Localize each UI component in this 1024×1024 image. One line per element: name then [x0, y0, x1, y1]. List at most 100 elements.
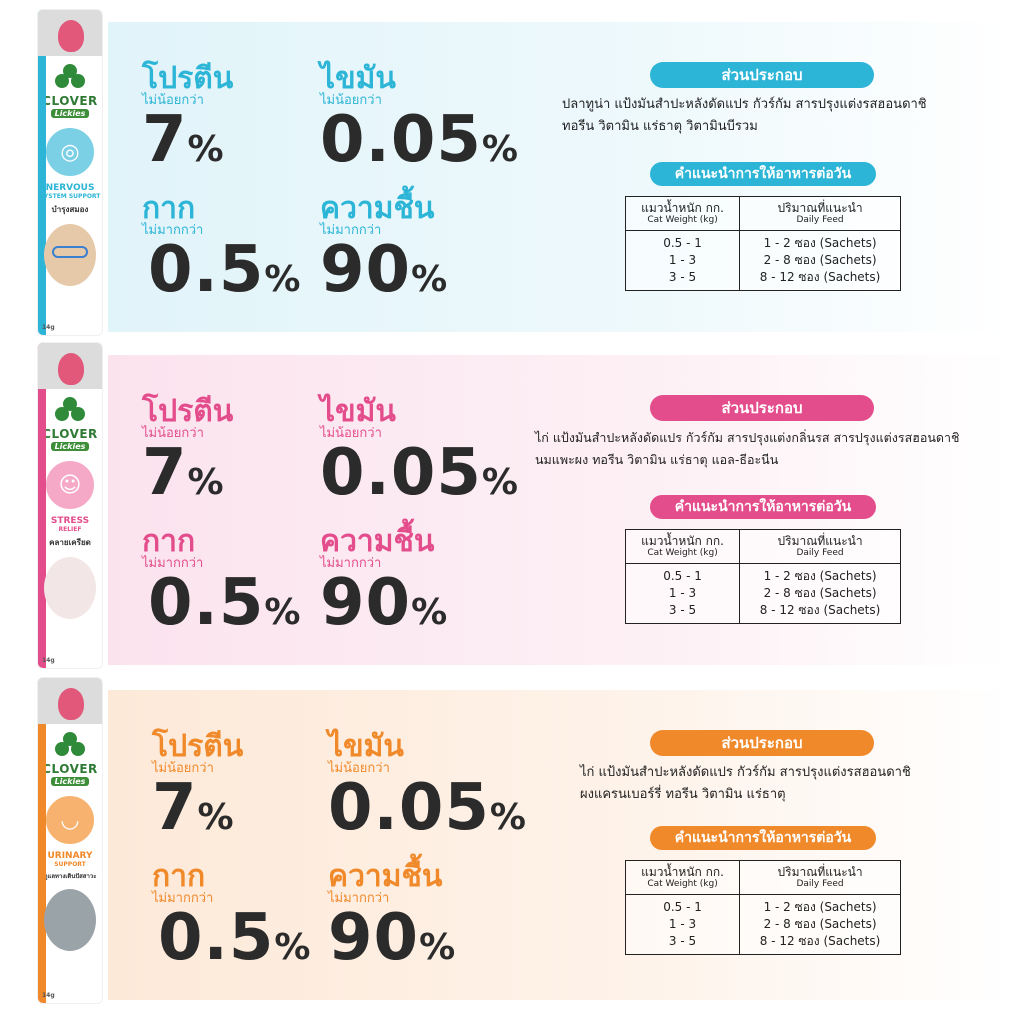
weight-header: แมวน้ำหนัก กก. Cat Weight (kg): [624, 860, 741, 895]
fiber-block: กาก ไม่มากกว่า 0.5%: [142, 527, 301, 645]
brain-icon: ◎: [44, 126, 96, 178]
protein-label: โปรตีน: [142, 61, 234, 96]
protein-min-label: ไม่น้อยกว่า: [142, 426, 204, 441]
fiber-label: กาก: [142, 191, 196, 226]
product-panel-nervous: CLOVER Lickies ◎ NERVOUS SYSTEM SUPPORT …: [30, 10, 1010, 335]
cat-photo: [44, 888, 96, 951]
protein-value: 7%: [152, 776, 243, 850]
fat-number: 0.05: [328, 771, 490, 845]
glasses-icon: [52, 245, 88, 258]
feeding-title: คำแนะนำการให้อาหารต่อวัน: [650, 162, 876, 186]
sub-brand: Lickies: [51, 442, 89, 451]
percent-sign: %: [264, 592, 302, 633]
brand-name: CLOVER: [42, 94, 98, 108]
table-header-row: แมวน้ำหนัก กก. Cat Weight (kg) ปริมาณที่แ…: [624, 529, 901, 564]
moisture-block: ความชื้น ไม่มากกว่า 90%: [320, 527, 448, 645]
moisture-label: ความชื้น: [320, 524, 435, 559]
cat-tongue-icon: [58, 688, 84, 720]
cat-photo: [44, 223, 96, 286]
protein-label: โปรตีน: [152, 729, 244, 764]
ingredients-text: ไก่ แป้งมันสำปะหลังดัดแปร กัวร์กัม สารปร…: [535, 427, 1015, 471]
feeding-title: คำแนะนำการให้อาหารต่อวัน: [650, 826, 876, 850]
ingredients-text: ปลาทูน่า แป้งมันสำปะหลังดัดแปร กัวร์กัม …: [562, 94, 982, 138]
amount-header: ปริมาณที่แนะนำ Daily Feed: [739, 196, 901, 231]
amount-cell: 1 - 2 ซอง (Sachets) 2 - 8 ซอง (Sachets) 8 …: [739, 894, 901, 955]
protein-block: โปรตีน ไม่น้อยกว่า 7%: [142, 64, 233, 182]
amount-cell: 1 - 2 ซอง (Sachets) 2 - 8 ซอง (Sachets) 8 …: [739, 563, 901, 624]
percent-sign: %: [411, 592, 449, 633]
fiber-label: กาก: [142, 524, 196, 559]
fat-min-label: ไม่น้อยกว่า: [328, 761, 390, 776]
clover-logo-icon: [55, 64, 85, 94]
ingredients-title: ส่วนประกอบ: [650, 62, 874, 88]
fat-block: ไขมัน ไม่น้อยกว่า 0.05%: [320, 64, 519, 182]
weight-header: แมวน้ำหนัก กก. Cat Weight (kg): [624, 196, 741, 231]
product-thai-name: บำรุงสมอง: [51, 204, 89, 214]
protein-label: โปรตีน: [142, 394, 234, 429]
percent-sign: %: [187, 129, 225, 170]
fat-block: ไขมัน ไม่น้อยกว่า 0.05%: [320, 397, 519, 515]
moisture-max-label: ไม่มากกว่า: [328, 891, 390, 906]
fiber-number: 0.5: [158, 901, 275, 975]
feeding-table: แมวน้ำหนัก กก. Cat Weight (kg) ปริมาณที่แ…: [624, 529, 901, 624]
moisture-number: 90: [320, 566, 412, 640]
percent-sign: %: [481, 462, 519, 503]
amount-cell: 1 - 2 ซอง (Sachets) 2 - 8 ซอง (Sachets) 8 …: [739, 230, 901, 291]
moisture-value: 90%: [328, 906, 456, 980]
feeding-table: แมวน้ำหนัก กก. Cat Weight (kg) ปริมาณที่แ…: [624, 196, 901, 291]
amount-header: ปริมาณที่แนะนำ Daily Feed: [739, 860, 901, 895]
percent-sign: %: [274, 927, 312, 968]
sub-brand: Lickies: [51, 109, 89, 118]
percent-sign: %: [419, 927, 457, 968]
fiber-label: กาก: [152, 859, 206, 894]
ingredients-line-2: ทอรีน วิตามิน แร่ธาตุ วิตามินบีรวม: [562, 119, 758, 134]
smile-icon: ☺: [44, 459, 96, 511]
product-image-nervous: CLOVER Lickies ◎ NERVOUS SYSTEM SUPPORT …: [38, 10, 102, 335]
moisture-number: 90: [320, 233, 412, 307]
protein-min-label: ไม่น้อยกว่า: [152, 761, 214, 776]
moisture-number: 90: [328, 901, 420, 975]
fat-value: 0.05%: [320, 108, 519, 182]
amount-header: ปริมาณที่แนะนำ Daily Feed: [739, 529, 901, 564]
moisture-max-label: ไม่มากกว่า: [320, 223, 382, 238]
percent-sign: %: [481, 129, 519, 170]
fiber-number: 0.5: [148, 233, 265, 307]
fiber-number: 0.5: [148, 566, 265, 640]
fiber-max-label: ไม่มากกว่า: [152, 891, 214, 906]
percent-sign: %: [264, 259, 302, 300]
table-header-row: แมวน้ำหนัก กก. Cat Weight (kg) ปริมาณที่แ…: [624, 860, 901, 895]
fat-min-label: ไม่น้อยกว่า: [320, 426, 382, 441]
moisture-label: ความชื้น: [320, 191, 435, 226]
fat-value: 0.05%: [320, 441, 519, 515]
moisture-value: 90%: [320, 571, 448, 645]
product-thai-name: ดูแลทางเดินปัสสาวะ: [43, 872, 97, 880]
ingredients-text: ไก่ แป้งมันสำปะหลังดัดแปร กัวร์กัม สารปร…: [580, 762, 1000, 806]
product-weight: 14g: [42, 992, 55, 999]
weight-header: แมวน้ำหนัก กก. Cat Weight (kg): [624, 529, 741, 564]
protein-block: โปรตีน ไม่น้อยกว่า 7%: [142, 397, 233, 515]
table-header-row: แมวน้ำหนัก กก. Cat Weight (kg) ปริมาณที่แ…: [624, 196, 901, 231]
fat-label: ไขมัน: [320, 61, 396, 96]
ingredients-title: ส่วนประกอบ: [650, 395, 874, 421]
clover-logo-icon: [55, 397, 85, 427]
protein-number: 7: [142, 103, 188, 177]
percent-sign: %: [187, 462, 225, 503]
protein-value: 7%: [142, 108, 233, 182]
ingredients-line-1: ไก่ แป้งมันสำปะหลังดัดแปร กัวร์กัม สารปร…: [535, 430, 960, 445]
fat-number: 0.05: [320, 103, 482, 177]
percent-sign: %: [197, 797, 235, 838]
moisture-value: 90%: [320, 238, 448, 312]
fiber-max-label: ไม่มากกว่า: [142, 556, 204, 571]
percent-sign: %: [411, 259, 449, 300]
product-thai-name: คลายเครียด: [49, 537, 91, 547]
product-name-sub: SYSTEM SUPPORT: [39, 193, 101, 201]
fiber-block: กาก ไม่มากกว่า 0.5%: [142, 194, 301, 312]
feeding-table: แมวน้ำหนัก กก. Cat Weight (kg) ปริมาณที่แ…: [624, 860, 901, 955]
product-weight: 14g: [42, 657, 55, 664]
clover-logo-icon: [55, 732, 85, 762]
fat-min-label: ไม่น้อยกว่า: [320, 93, 382, 108]
